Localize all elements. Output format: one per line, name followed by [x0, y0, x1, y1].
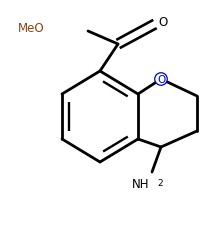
- Text: MeO: MeO: [18, 21, 45, 34]
- Text: 2: 2: [158, 178, 163, 187]
- Text: O: O: [157, 75, 165, 85]
- Text: NH: NH: [132, 178, 150, 191]
- Text: O: O: [158, 16, 168, 29]
